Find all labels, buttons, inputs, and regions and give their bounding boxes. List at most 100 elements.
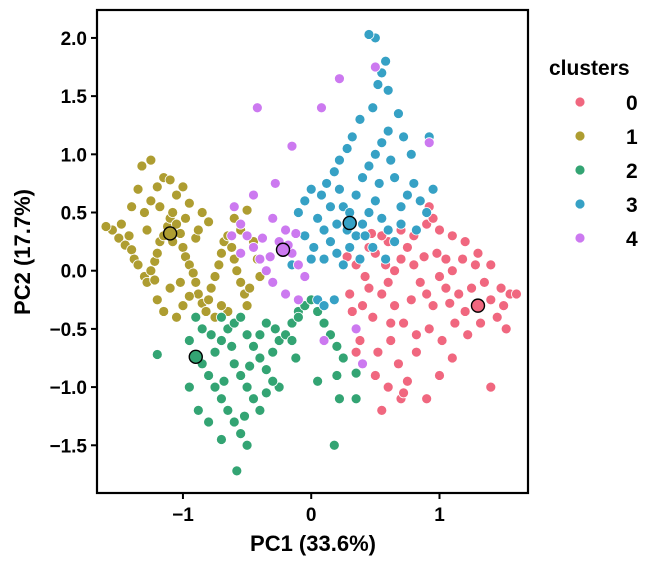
point-cluster-0	[385, 335, 397, 346]
point-cluster-1	[145, 154, 157, 166]
point-cluster-2	[218, 375, 230, 387]
point-cluster-0	[440, 253, 452, 265]
point-cluster-2	[254, 404, 266, 416]
point-cluster-3	[382, 125, 394, 137]
point-cluster-2	[248, 393, 259, 405]
point-cluster-1	[216, 300, 227, 312]
point-cluster-0	[372, 346, 384, 358]
point-cluster-3	[299, 230, 311, 242]
point-cluster-1	[167, 207, 179, 218]
point-cluster-3	[305, 183, 317, 195]
point-cluster-3	[389, 172, 400, 183]
point-cluster-1	[187, 267, 199, 279]
point-cluster-3	[414, 195, 426, 207]
point-cluster-3	[299, 195, 311, 207]
point-cluster-1	[126, 244, 138, 256]
y-tick-label: 0.5	[61, 204, 88, 225]
point-cluster-0	[434, 224, 445, 236]
point-cluster-3	[398, 131, 409, 143]
point-cluster-3	[331, 247, 343, 259]
point-cluster-2	[331, 340, 343, 352]
y-tick-label: −0.5	[49, 320, 87, 341]
point-cluster-2	[235, 428, 247, 440]
point-cluster-4	[357, 358, 368, 370]
point-cluster-0	[444, 297, 456, 309]
point-cluster-0	[393, 358, 404, 370]
point-cluster-3	[382, 84, 394, 96]
point-cluster-4	[316, 102, 327, 114]
legend-marker-0	[574, 96, 586, 108]
legend: clusters 0 1 2 3 4	[549, 57, 638, 251]
point-cluster-1	[151, 294, 163, 306]
point-cluster-3	[321, 178, 333, 189]
point-cluster-0	[446, 265, 458, 277]
point-cluster-0	[376, 404, 388, 416]
point-cluster-3	[337, 259, 349, 271]
y-tick-label: −1.5	[49, 436, 87, 457]
point-cluster-1	[132, 259, 144, 271]
point-cluster-4	[235, 247, 247, 259]
point-cluster-0	[500, 323, 512, 335]
point-cluster-1	[171, 311, 182, 323]
point-cluster-0	[459, 236, 471, 248]
point-cluster-2	[350, 393, 362, 405]
point-cluster-2	[337, 352, 349, 364]
legend-items: 0 1 2 3 4	[574, 92, 638, 251]
point-cluster-2	[228, 358, 240, 370]
centroid-cluster-1	[162, 226, 178, 241]
point-cluster-0	[395, 253, 407, 265]
point-cluster-1	[200, 306, 212, 317]
point-cluster-2	[312, 375, 324, 387]
point-cluster-3	[389, 236, 400, 248]
point-cluster-0	[418, 251, 430, 263]
point-cluster-3	[382, 224, 394, 236]
y-axis-label: PC2 (17.7%)	[10, 189, 35, 315]
point-cluster-2	[192, 404, 204, 416]
point-cluster-4	[350, 323, 362, 335]
y-tick-label: 2.0	[61, 29, 87, 50]
centroid-cluster-2	[188, 349, 203, 365]
point-cluster-1	[190, 276, 202, 288]
point-cluster-1	[145, 265, 157, 277]
point-cluster-2	[226, 340, 238, 352]
point-cluster-2	[209, 346, 221, 358]
point-cluster-3	[376, 212, 388, 224]
legend-marker-2	[574, 164, 586, 176]
point-cluster-3	[344, 242, 356, 253]
y-tick-label: −1.0	[49, 378, 87, 399]
point-cluster-0	[405, 294, 417, 306]
point-cluster-3	[373, 178, 385, 189]
point-cluster-1	[183, 290, 195, 302]
point-cluster-0	[398, 317, 409, 329]
point-cluster-3	[331, 218, 343, 230]
point-cluster-2	[286, 335, 298, 346]
point-cluster-2	[267, 375, 279, 387]
point-cluster-4	[299, 271, 311, 282]
point-cluster-2	[183, 335, 195, 346]
point-cluster-3	[393, 108, 404, 119]
point-cluster-1	[149, 274, 161, 286]
point-cluster-0	[402, 375, 413, 387]
point-cluster-4	[423, 137, 435, 149]
point-cluster-3	[369, 195, 381, 207]
point-cluster-0	[485, 381, 497, 393]
point-cluster-2	[292, 311, 304, 323]
point-cluster-3	[367, 242, 379, 253]
point-cluster-1	[177, 300, 189, 312]
point-cluster-2	[216, 335, 227, 346]
y-axis-ticks: −1.5 −1.0 −0.5 0.0 0.5 1.0 1.5 2.0	[49, 29, 97, 457]
point-cluster-2	[254, 329, 266, 341]
centroid-cluster-4	[275, 242, 291, 257]
point-cluster-0	[434, 271, 445, 282]
point-cluster-0	[414, 276, 426, 288]
point-cluster-3	[341, 143, 353, 154]
point-cluster-0	[398, 387, 409, 399]
point-cluster-3	[427, 183, 439, 195]
point-cluster-2	[241, 381, 253, 393]
point-cluster-0	[382, 276, 394, 288]
x-axis-ticks: −1 0 1	[172, 493, 445, 526]
point-cluster-2	[328, 439, 340, 451]
point-cluster-3	[292, 207, 304, 218]
point-cluster-3	[380, 55, 392, 67]
